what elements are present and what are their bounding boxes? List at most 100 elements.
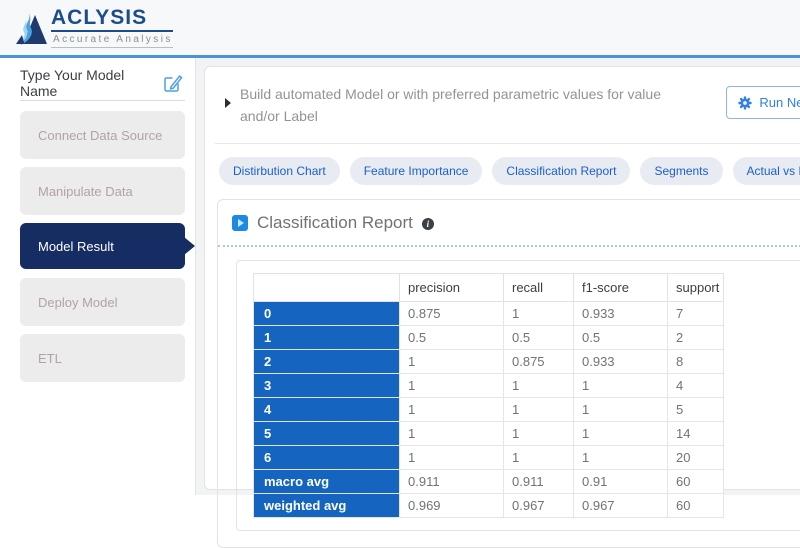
model-result-panel: Build automated Model or with preferred … [204,66,800,490]
sidebar-item-deploy-model[interactable]: Deploy Model [20,278,185,326]
brand-logo-icon [16,12,48,48]
sidebar-item-label: Model Result [38,239,114,254]
sidebar-item-etl[interactable]: ETL [20,334,185,382]
table-cell: 2 [668,325,724,349]
table-cell: 0.969 [400,493,504,517]
table-cell: 0.911 [504,469,574,493]
table-cell: 0.5 [574,325,668,349]
report-title-row: Classification Report i [218,213,800,233]
edit-icon[interactable] [163,73,183,93]
table-cell: 0.5 [400,325,504,349]
column-header-f1-score: f1-score [574,273,668,301]
row-label: 6 [254,445,400,469]
sidebar-item-label: Manipulate Data [38,184,133,199]
sidebar-nav: Connect Data Source Manipulate Data Model … [20,111,185,382]
table-cell: 1 [400,373,504,397]
table-cell: 0.967 [574,493,668,517]
sidebar-item-label: Deploy Model [38,295,118,310]
gear-icon [738,96,752,110]
row-label: 4 [254,397,400,421]
app-window: ACLYSIS Accurate Analysis Type Your Mode… [0,0,800,495]
row-label: weighted avg [254,493,400,517]
brand-tagline: Accurate Analysis [51,32,173,48]
app-body: Type Your Model Name Connect Data Source… [0,58,800,495]
sidebar-item-connect-data-source[interactable]: Connect Data Source [20,111,185,159]
table-cell: 14 [668,421,724,445]
table-cell: 7 [668,301,724,325]
table-cell: 20 [668,445,724,469]
main-content: Build automated Model or with preferred … [196,58,800,495]
row-label: 5 [254,421,400,445]
table-cell: 4 [668,373,724,397]
table-cell: 1 [400,397,504,421]
sidebar-item-label: ETL [38,351,62,366]
sidebar-item-manipulate-data[interactable]: Manipulate Data [20,167,185,215]
column-header-recall: recall [504,273,574,301]
tab-distirbution-chart[interactable]: Distirbution Chart [219,157,340,185]
table-cell: 0.91 [574,469,668,493]
column-header-support: support [668,273,724,301]
play-triangle [238,219,244,227]
info-icon[interactable]: i [422,218,434,230]
tab-classification-report[interactable]: Classification Report [492,157,630,185]
brand-logo[interactable]: ACLYSIS Accurate Analysis [16,7,173,48]
table-cell: 0.875 [504,349,574,373]
table-cell: 0.875 [400,301,504,325]
row-label: 3 [254,373,400,397]
sidebar-item-model-result[interactable]: Model Result [20,223,185,269]
table-corner-cell [254,273,400,301]
sidebar-item-label: Connect Data Source [38,128,162,143]
row-label: 0 [254,301,400,325]
table-cell: 60 [668,493,724,517]
run-new-model-label: Run New Model [759,95,800,110]
table-cell: 60 [668,469,724,493]
model-name-field[interactable]: Type Your Model Name [20,68,185,98]
panel-description: Build automated Model or with preferred … [240,83,685,128]
brand-text: ACLYSIS Accurate Analysis [51,7,173,48]
table-cell: 0.933 [574,301,668,325]
active-item-arrow [184,237,195,255]
brand-name: ACLYSIS [51,7,173,32]
table-cell: 0.911 [400,469,504,493]
app-header: ACLYSIS Accurate Analysis [0,0,800,58]
table-cell: 1 [504,373,574,397]
report-tabs: Distirbution Chart Feature Importance Clas… [213,157,800,185]
table-cell: 1 [574,445,668,469]
row-label: macro avg [254,469,400,493]
tab-feature-importance[interactable]: Feature Importance [350,157,483,185]
table-cell: 1 [504,301,574,325]
table-cell: 1 [400,445,504,469]
table-cell: 1 [400,349,504,373]
play-icon[interactable] [232,215,248,231]
table-cell: 8 [668,349,724,373]
dotted-divider [218,245,800,247]
collapse-arrow-icon[interactable] [225,98,231,108]
row-label: 1 [254,325,400,349]
table-cell: 0.5 [504,325,574,349]
section-divider [215,143,800,144]
run-new-model-button[interactable]: Run New Model [726,86,800,119]
model-name-placeholder: Type Your Model Name [20,67,163,99]
report-title: Classification Report [257,213,413,233]
table-cell: 1 [400,421,504,445]
tab-segments[interactable]: Segments [640,157,722,185]
tab-actual-vs-prediction[interactable]: Actual vs Prediction [733,157,800,185]
table-cell: 0.967 [504,493,574,517]
table-cell: 1 [574,421,668,445]
column-header-precision: precision [400,273,504,301]
table-cell: 1 [504,445,574,469]
table-cell: 1 [504,421,574,445]
